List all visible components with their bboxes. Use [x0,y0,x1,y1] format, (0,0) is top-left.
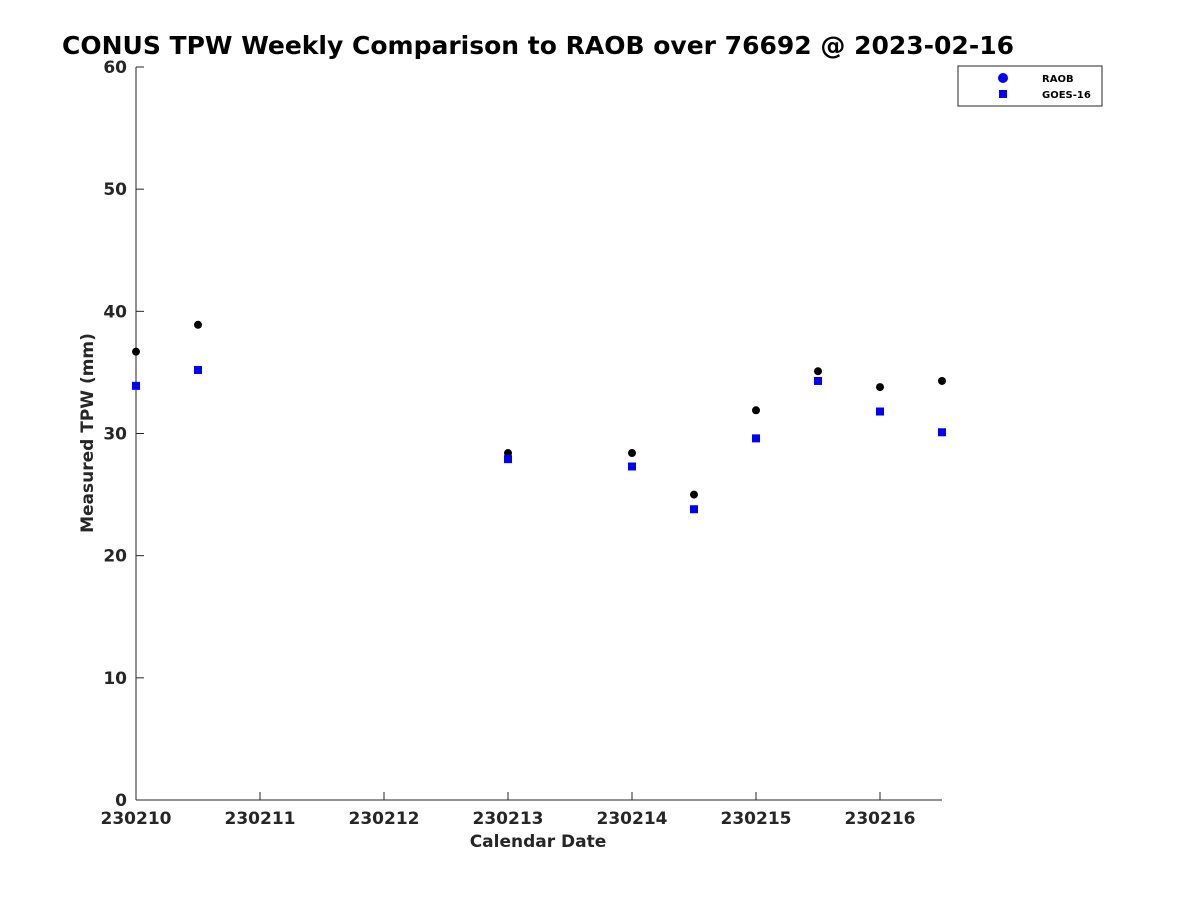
legend-label-goes16: GOES-16 [1042,90,1091,101]
x-tick-label: 230213 [473,809,544,829]
x-tick-label: 230216 [845,809,916,829]
x-tick-label: 230211 [225,809,296,829]
point-raob [194,320,202,329]
point-raob [504,449,512,458]
point-goes16 [628,462,636,471]
y-tick-label: 60 [103,58,127,78]
point-raob [132,347,140,356]
legend-box [957,65,1103,107]
x-tick-label: 230214 [597,809,668,829]
point-goes16 [690,505,698,514]
legend-marker-goes16 [999,90,1007,98]
y-tick-label: 30 [103,425,127,445]
point-raob [938,376,946,385]
chart-title: CONUS TPW Weekly Comparison to RAOB over… [62,31,1014,60]
data-points [132,320,946,514]
legend-marker-raob [998,73,1008,83]
x-tick-label: 230215 [721,809,792,829]
point-goes16 [938,428,946,437]
point-goes16 [194,365,202,374]
x-ticks: 230210 230211 230212 230213 230214 230215 2302… [101,792,916,829]
point-goes16 [504,455,512,464]
point-raob [690,490,698,499]
point-goes16 [814,376,822,385]
y-tick-label: 10 [103,669,127,689]
y-tick-label: 50 [103,180,127,200]
x-tick-label: 230212 [349,809,420,829]
point-goes16 [132,381,140,390]
point-goes16 [752,434,760,443]
legend-label-raob: RAOB [1042,74,1074,85]
y-tick-label: 40 [103,302,127,322]
y-axis-label: Measured TPW (mm) [78,333,98,533]
y-tick-label: 0 [115,791,127,811]
point-raob [752,406,760,415]
legend: RAOB GOES-16 [957,65,1103,107]
point-raob [876,383,884,392]
axes [135,67,942,801]
y-tick-label: 20 [103,547,127,567]
x-tick-label: 230210 [101,809,172,829]
point-goes16 [876,407,884,416]
point-raob [628,449,636,458]
point-raob [814,367,822,376]
x-axis-label: Calendar Date [470,832,607,852]
y-ticks: 0 10 20 30 40 50 60 [103,58,144,811]
